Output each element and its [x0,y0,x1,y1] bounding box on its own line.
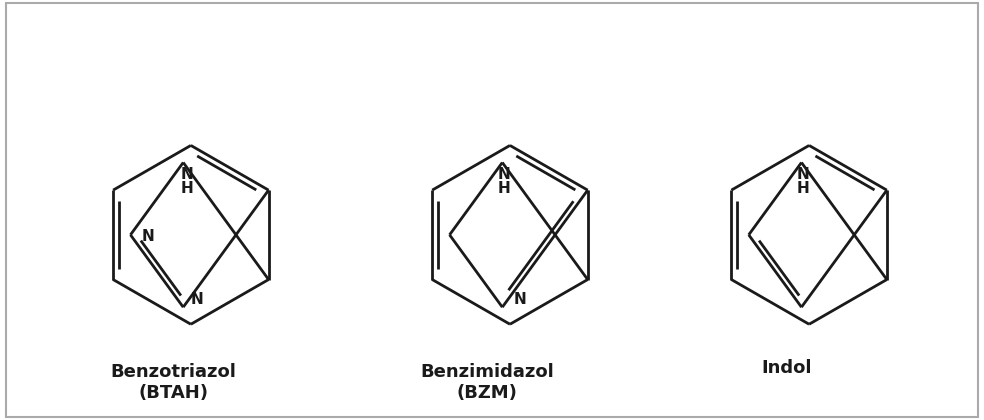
Text: N: N [514,292,526,307]
Text: Benzimidazol
(BZM): Benzimidazol (BZM) [420,363,554,402]
Text: H: H [498,181,511,196]
Text: Benzotriazol
(BTAH): Benzotriazol (BTAH) [110,363,236,402]
Text: H: H [181,181,194,196]
Text: H: H [797,181,810,196]
Text: N: N [181,167,194,182]
Text: N: N [498,167,511,182]
Text: N: N [142,229,154,244]
Text: Indol: Indol [761,359,812,377]
Text: N: N [191,292,204,307]
Text: N: N [797,167,810,182]
